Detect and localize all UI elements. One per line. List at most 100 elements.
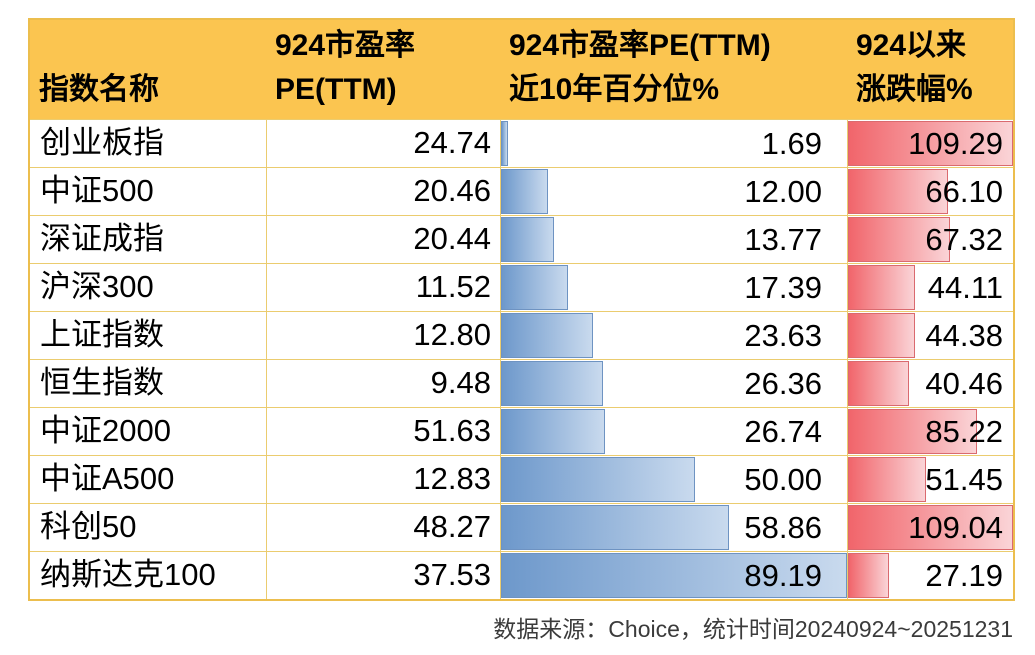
header-change-line2: 涨跌幅% <box>856 73 973 106</box>
percentile-data-bar <box>501 169 548 214</box>
percentile-cell: 26.74 <box>500 408 847 455</box>
pe-value-cell: 37.53 <box>266 552 500 599</box>
index-name-cell: 深证成指 <box>40 221 164 256</box>
pe-valuation-table: 指数名称 924市盈率 PE(TTM) 924市盈率PE(TTM) 近10年百分… <box>28 18 1015 601</box>
percentile-data-bar <box>501 553 847 598</box>
change-cell: 109.29 <box>847 120 1013 167</box>
change-cell: 67.32 <box>847 216 1013 263</box>
percentile-data-bar <box>501 505 730 550</box>
header-percentile: 924市盈率PE(TTM) 近10年百分位% <box>500 20 847 119</box>
table-row: 上证指数 12.80 23.63 44.38 <box>30 311 1013 359</box>
index-name-cell: 中证2000 <box>40 413 171 448</box>
percentile-data-bar <box>501 409 605 454</box>
change-cell: 27.19 <box>847 552 1013 599</box>
change-value: 109.29 <box>908 126 1003 161</box>
header-index-name-label: 指数名称 <box>39 73 159 106</box>
pe-value-cell: 12.80 <box>266 312 500 359</box>
change-value: 67.32 <box>925 222 1003 257</box>
change-data-bar <box>848 553 890 598</box>
change-data-bar <box>848 361 910 406</box>
percentile-cell: 13.77 <box>500 216 847 263</box>
change-data-bar <box>848 265 915 310</box>
change-data-bar <box>848 457 926 502</box>
change-data-bar <box>848 217 950 262</box>
pe-value-cell: 24.74 <box>266 120 500 167</box>
pe-value-cell: 20.44 <box>266 216 500 263</box>
pe-value-cell: 9.48 <box>266 360 500 407</box>
percentile-data-bar <box>501 265 569 310</box>
percentile-value: 50.00 <box>744 462 822 497</box>
percentile-data-bar <box>501 313 593 358</box>
table-row: 创业板指 24.74 1.69 109.29 <box>30 119 1013 167</box>
table-row: 纳斯达克100 37.53 89.19 27.19 <box>30 551 1013 599</box>
percentile-cell: 89.19 <box>500 552 847 599</box>
percentile-cell: 26.36 <box>500 360 847 407</box>
percentile-cell: 23.63 <box>500 312 847 359</box>
table-row: 恒生指数 9.48 26.36 40.46 <box>30 359 1013 407</box>
pe-value-cell: 20.46 <box>266 168 500 215</box>
change-value: 44.11 <box>927 270 1003 305</box>
index-name-cell: 科创50 <box>40 509 137 544</box>
pe-value-cell: 11.52 <box>266 264 500 311</box>
percentile-value: 89.19 <box>744 558 822 593</box>
index-name-cell: 沪深300 <box>40 269 154 304</box>
change-data-bar <box>848 169 948 214</box>
change-cell: 40.46 <box>847 360 1013 407</box>
percentile-data-bar <box>501 361 604 406</box>
percentile-cell: 1.69 <box>500 120 847 167</box>
index-name-cell: 中证500 <box>40 173 154 208</box>
change-value: 44.38 <box>925 318 1003 353</box>
percentile-value: 17.39 <box>744 270 822 305</box>
index-name-cell: 上证指数 <box>40 317 164 352</box>
header-pe-line2: PE(TTM) <box>275 73 397 106</box>
percentile-value: 26.36 <box>744 366 822 401</box>
change-cell: 44.11 <box>847 264 1013 311</box>
change-cell: 85.22 <box>847 408 1013 455</box>
index-name-cell: 中证A500 <box>40 461 175 496</box>
change-data-bar <box>848 313 915 358</box>
change-data-bar <box>848 121 1013 166</box>
change-value: 27.19 <box>925 558 1003 593</box>
pe-value-cell: 51.63 <box>266 408 500 455</box>
percentile-cell: 58.86 <box>500 504 847 551</box>
percentile-cell: 50.00 <box>500 456 847 503</box>
table-header-row: 指数名称 924市盈率 PE(TTM) 924市盈率PE(TTM) 近10年百分… <box>30 20 1013 119</box>
change-cell: 66.10 <box>847 168 1013 215</box>
table-row: 科创50 48.27 58.86 109.04 <box>30 503 1013 551</box>
change-cell: 51.45 <box>847 456 1013 503</box>
table-row: 中证500 20.46 12.00 66.10 <box>30 167 1013 215</box>
table-row: 中证2000 51.63 26.74 85.22 <box>30 407 1013 455</box>
table-row: 中证A500 12.83 50.00 51.45 <box>30 455 1013 503</box>
change-value: 85.22 <box>925 414 1003 449</box>
change-cell: 109.04 <box>847 504 1013 551</box>
percentile-value: 58.86 <box>744 510 822 545</box>
change-value: 51.45 <box>925 462 1003 497</box>
percentile-cell: 17.39 <box>500 264 847 311</box>
data-source-note: 数据来源：Choice，统计时间20240924~20251231 <box>493 616 1013 642</box>
header-percentile-line2: 近10年百分位% <box>509 73 720 106</box>
header-percentile-line1: 924市盈率PE(TTM) <box>509 29 771 62</box>
table-row: 深证成指 20.44 13.77 67.32 <box>30 215 1013 263</box>
percentile-value: 13.77 <box>744 222 822 257</box>
percentile-value: 23.63 <box>744 318 822 353</box>
percentile-value: 1.69 <box>761 126 822 161</box>
percentile-data-bar <box>501 217 555 262</box>
pe-value-cell: 48.27 <box>266 504 500 551</box>
percentile-value: 12.00 <box>744 174 822 209</box>
change-cell: 44.38 <box>847 312 1013 359</box>
pe-value-cell: 12.83 <box>266 456 500 503</box>
header-change: 924以来 涨跌幅% <box>847 20 1013 119</box>
index-name-cell: 纳斯达克100 <box>40 557 216 592</box>
change-value: 66.10 <box>925 174 1003 209</box>
percentile-value: 26.74 <box>744 414 822 449</box>
header-pe-ttm: 924市盈率 PE(TTM) <box>266 20 500 119</box>
percentile-cell: 12.00 <box>500 168 847 215</box>
header-change-line1: 924以来 <box>856 29 967 62</box>
header-index-name: 指数名称 <box>30 20 266 119</box>
table-body: 创业板指 24.74 1.69 109.29 中证500 20.46 12.00… <box>30 119 1013 599</box>
change-value: 40.46 <box>925 366 1003 401</box>
change-data-bar <box>848 505 1013 550</box>
table-row: 沪深300 11.52 17.39 44.11 <box>30 263 1013 311</box>
index-name-cell: 恒生指数 <box>40 365 164 400</box>
